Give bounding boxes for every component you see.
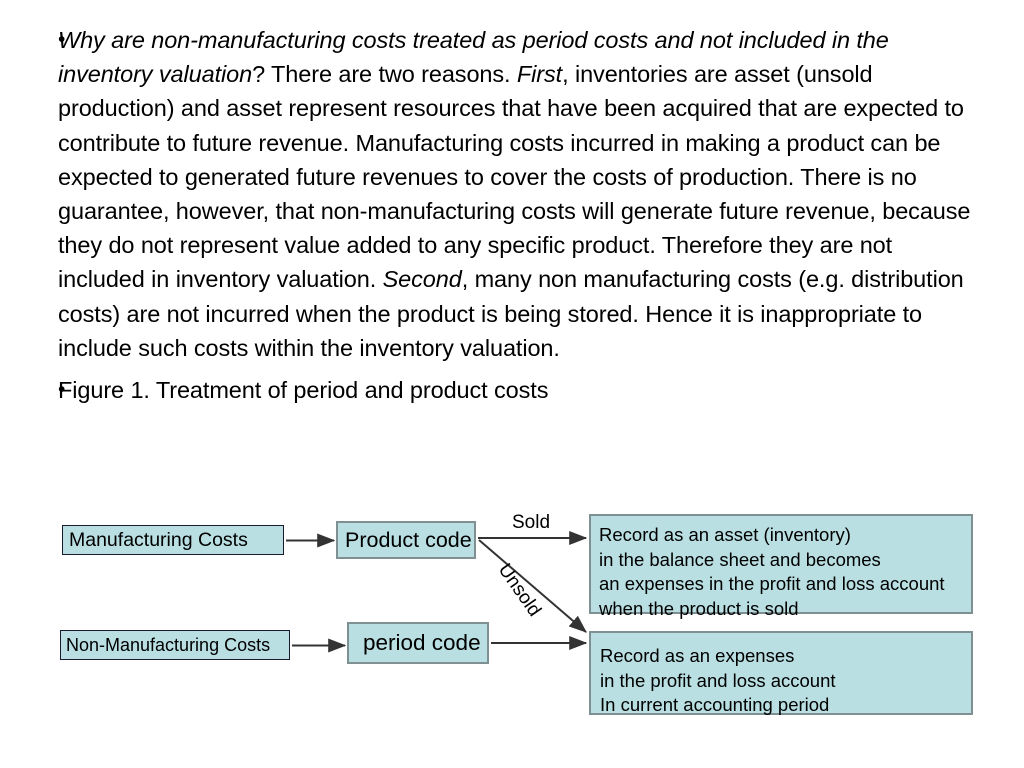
paragraph-segment-normal-intro: ? There are two reasons. [252,61,517,88]
node-asset-record: Record as an asset (inventory) in the ba… [589,514,973,619]
node-asset-record-line: an expenses in the profit and loss accou… [599,573,945,595]
node-manufacturing-costs-label: Manufacturing Costs [69,528,248,551]
node-expense-record-line: In current accounting period [600,694,830,716]
paragraph-segment-italic-first: First [516,61,563,88]
diagram-arrows-layer [286,531,588,653]
paragraph-segment-italic-question: Why are non-manufacturing costs treated … [58,27,889,88]
bullet-marker: • [58,28,66,51]
paragraph-reasons-text: Why are non-manufacturing costs treated … [58,23,1024,365]
bullet-marker: • [58,378,66,402]
node-expense-record: Record as an expenses in the profit and … [589,631,973,715]
paragraph-segment-normal-first-body: , inventories are asset (unsold producti… [58,61,971,293]
node-asset-record-line: Record as an asset (inventory) [599,524,851,545]
node-expense-record-line: Record as an expenses [600,645,795,666]
paragraph-segment-normal-second-body: , many non manufacturing costs (e.g. dis… [58,266,964,361]
node-period-code: period code [347,622,489,664]
node-product-code: Product code [336,521,476,559]
node-asset-record-line: in the balance sheet and becomes [599,548,881,570]
node-nonmanufacturing-costs-label: Non-Manufacturing Costs [66,634,271,655]
node-nonmanufacturing-costs: Non-Manufacturing Costs [60,630,290,660]
figure-1-diagram: Manufacturing Costs Product code Non-Man… [0,504,1024,768]
node-asset-record-line: when the product is sold [599,597,799,619]
paragraph-segment-italic-second: Second [382,266,462,293]
node-expense-record-line: in the profit and loss account [600,669,836,691]
bullet-paragraph-figure-caption: • Figure 1. Treatment of period and prod… [0,373,1024,407]
node-manufacturing-costs: Manufacturing Costs [62,525,284,555]
slide-body: • Why are non-manufacturing costs treate… [0,23,1024,407]
node-product-code-label: Product code [345,527,472,552]
arrow-product-to-expense-unsold [478,539,587,633]
bullet-paragraph-reasons: • Why are non-manufacturing costs treate… [0,23,1024,365]
node-period-code-label: period code [363,630,481,655]
figure-caption-text: Figure 1. Treatment of period and produc… [58,377,549,404]
edge-label-sold: Sold [512,512,551,533]
